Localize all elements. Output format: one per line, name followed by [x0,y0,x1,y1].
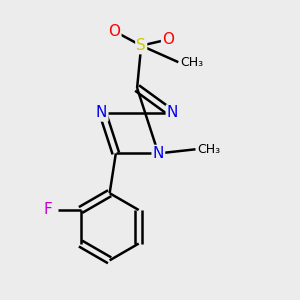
Text: O: O [108,24,120,39]
Text: N: N [153,146,164,161]
Text: N: N [96,106,107,121]
Text: S: S [136,38,146,53]
Text: CH₃: CH₃ [180,56,203,69]
Text: O: O [162,32,174,47]
Text: N: N [167,106,178,121]
Text: F: F [43,202,52,217]
Text: CH₃: CH₃ [197,143,220,156]
